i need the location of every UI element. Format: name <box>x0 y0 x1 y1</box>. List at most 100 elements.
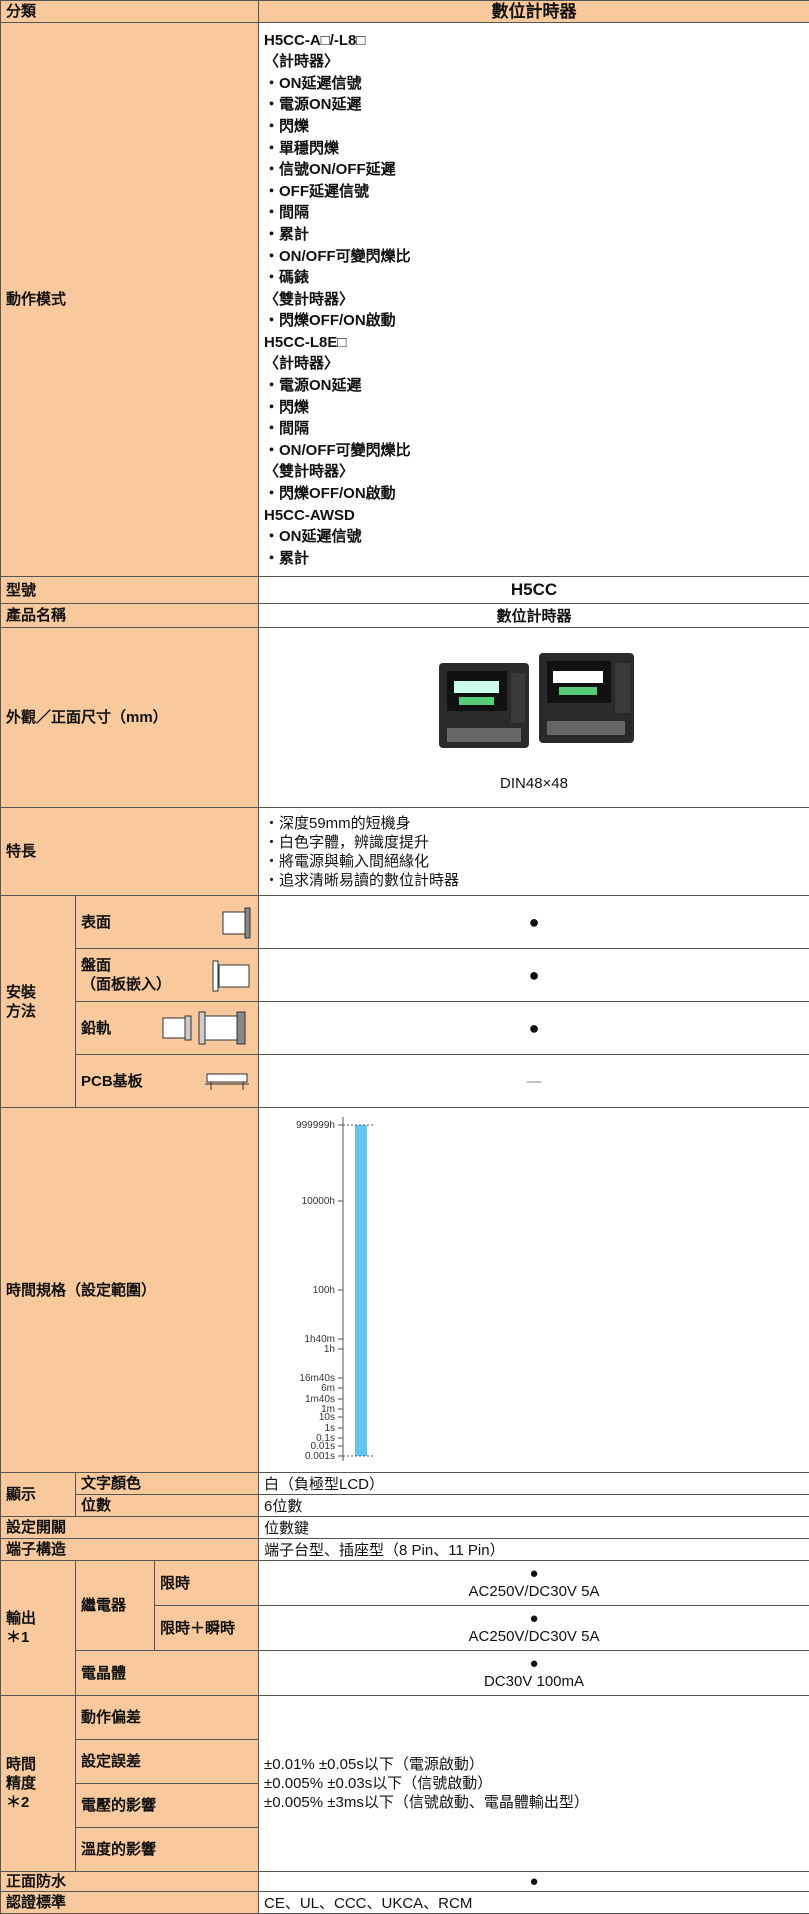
appearance-cell: DIN48×48 <box>259 628 809 808</box>
line: ・電源ON延遲 <box>264 94 804 116</box>
line: ・深度59mm的短機身 <box>264 814 804 833</box>
label: 安裝 方法 <box>1 896 76 1108</box>
icon <box>213 904 253 940</box>
sub-label: 溫度的影響 <box>76 1828 259 1872</box>
line: 〈雙計時器〉 <box>264 461 804 483</box>
row: 安裝 方法 表面 ● <box>1 896 809 949</box>
value: ●DC30V 100mA <box>259 1651 809 1696</box>
row: 外觀／正面尺寸（mm） DIN48×48 <box>1 628 809 808</box>
line: H5CC-A□/-L8□ <box>264 30 804 52</box>
sub-label: PCB基板 <box>76 1055 259 1108</box>
product-image <box>419 643 649 763</box>
text: AC250V/DC30V 5A <box>264 1628 804 1646</box>
value: 白（負極型LCD） <box>259 1473 809 1495</box>
row: 輸出 ＊1 繼電器 限時 ●AC250V/DC30V 5A <box>1 1561 809 1606</box>
value: 位數鍵 <box>259 1517 809 1539</box>
sub-label: 文字顏色 <box>76 1473 259 1495</box>
time-chart: 999999h10000h100h1h40m1h16m40s6m1m40s1m1… <box>259 1109 808 1471</box>
tick-label: 100h <box>313 1285 335 1296</box>
value: H5CC <box>259 577 809 604</box>
label: 型號 <box>1 577 259 604</box>
caption: DIN48×48 <box>264 775 804 792</box>
row: 分類 數位計時器 <box>1 1 809 23</box>
line: ・將電源與輸入間絕緣化 <box>264 852 804 871</box>
row: PCB基板 — <box>1 1055 809 1108</box>
line: ・單穩閃爍 <box>264 138 804 160</box>
sub-label: 表面 <box>76 896 259 949</box>
value: ● <box>259 1002 809 1055</box>
sub-label: 盤面 （面板嵌入） <box>76 949 259 1002</box>
value: ●AC250V/DC30V 5A <box>259 1561 809 1606</box>
line: 〈雙計時器〉 <box>264 289 804 311</box>
header-value: 數位計時器 <box>259 1 809 23</box>
line: H5CC-AWSD <box>264 505 804 527</box>
line: 〈計時器〉 <box>264 51 804 73</box>
value: 數位計時器 <box>259 604 809 628</box>
text: 鉛軌 <box>81 1019 111 1038</box>
row: 正面防水 ● <box>1 1872 809 1892</box>
line: H5CC-L8E□ <box>264 332 804 354</box>
line: ・白色字體，辨識度提升 <box>264 833 804 852</box>
line: ・信號ON/OFF延遲 <box>264 159 804 181</box>
icon <box>211 957 253 993</box>
tick-label: 999999h <box>296 1120 335 1131</box>
row: 時間 精度 ＊2 動作偏差 ±0.01% ±0.05s以下（電源啟動）±0.00… <box>1 1696 809 1740</box>
mark: ● <box>264 1610 804 1628</box>
row: 端子構造 端子台型、插座型（8 Pin、11 Pin） <box>1 1539 809 1561</box>
sub-label: 鉛軌 <box>76 1002 259 1055</box>
line: ±0.005% ±3ms以下（信號啟動、電晶體輸出型） <box>264 1793 804 1812</box>
row: 位數 6位數 <box>1 1495 809 1517</box>
label: 端子構造 <box>1 1539 259 1561</box>
row: 特長 ・深度59mm的短機身・白色字體，辨識度提升・將電源與輸入間絕緣化・追求清… <box>1 808 809 896</box>
label: 動作模式 <box>1 23 259 577</box>
sub-label: 位數 <box>76 1495 259 1517</box>
sub-label: 繼電器 <box>76 1561 155 1651</box>
value: ● <box>259 949 809 1002</box>
tick-label: 10000h <box>302 1196 335 1207</box>
sub-label: 設定誤差 <box>76 1740 259 1784</box>
row: 動作模式 H5CC-A□/-L8□〈計時器〉・ON延遲信號・電源ON延遲・閃爍・… <box>1 23 809 577</box>
line: ・ON/OFF可變閃爍比 <box>264 246 804 268</box>
tick-label: 6m <box>321 1383 335 1394</box>
line: ・閃爍OFF/ON啟動 <box>264 483 804 505</box>
line: 〈計時器〉 <box>264 353 804 375</box>
text: DC30V 100mA <box>264 1673 804 1691</box>
label: 時間規格（設定範圍） <box>1 1108 259 1473</box>
value: ● <box>259 1872 809 1892</box>
line: ±0.005% ±0.03s以下（信號啟動） <box>264 1774 804 1793</box>
value: — <box>259 1055 809 1108</box>
sub-label: 限時＋瞬時 <box>155 1606 259 1651</box>
line: ・累計 <box>264 224 804 246</box>
sub-label: 動作偏差 <box>76 1696 259 1740</box>
label: 特長 <box>1 808 259 896</box>
text: 盤面 （面板嵌入） <box>81 956 171 994</box>
row: 鉛軌 ● <box>1 1002 809 1055</box>
line: ・追求清晰易讀的數位計時器 <box>264 871 804 890</box>
row: 盤面 （面板嵌入） ● <box>1 949 809 1002</box>
line: ・閃爍 <box>264 397 804 419</box>
label: 外觀／正面尺寸（mm） <box>1 628 259 808</box>
line: ・閃爍 <box>264 116 804 138</box>
line: ・閃爍OFF/ON啟動 <box>264 310 804 332</box>
icon <box>203 1066 253 1096</box>
value: 6位數 <box>259 1495 809 1517</box>
line: ・間隔 <box>264 418 804 440</box>
accuracy-list: ±0.01% ±0.05s以下（電源啟動）±0.005% ±0.03s以下（信號… <box>259 1696 809 1872</box>
text: PCB基板 <box>81 1072 143 1091</box>
line: ・累計 <box>264 548 804 570</box>
tick-label: 10s <box>319 1412 335 1423</box>
text: 表面 <box>81 913 111 932</box>
tick-label: 1h <box>324 1344 335 1355</box>
value: 端子台型、插座型（8 Pin、11 Pin） <box>259 1539 809 1561</box>
tick-label: 0.001s <box>305 1451 335 1462</box>
line: ±0.01% ±0.05s以下（電源啟動） <box>264 1755 804 1774</box>
line: ・碼錶 <box>264 267 804 289</box>
mark: ● <box>264 1565 804 1583</box>
sub-label: 限時 <box>155 1561 259 1606</box>
line: ・間隔 <box>264 202 804 224</box>
label: 設定開關 <box>1 1517 259 1539</box>
